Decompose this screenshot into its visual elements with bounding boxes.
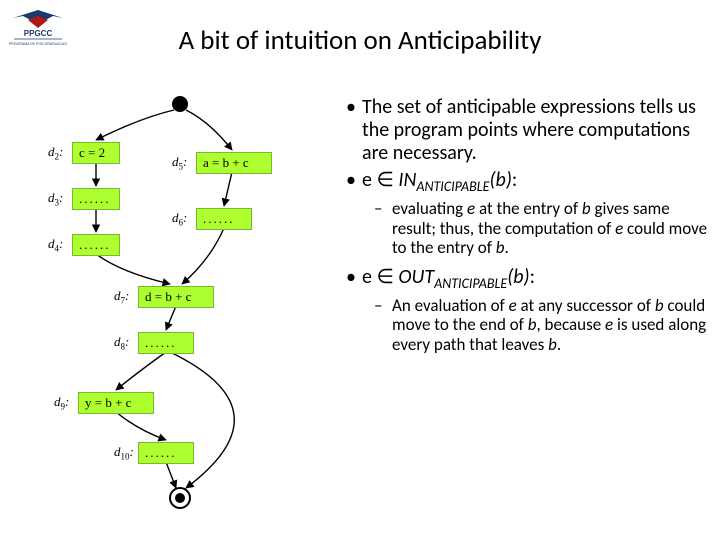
sub-bullet-item: –evaluating e at the entry of b gives sa… bbox=[374, 199, 710, 258]
node-d3: ...... bbox=[72, 188, 120, 210]
sub-bullet-text: evaluating e at the entry of b gives sam… bbox=[392, 199, 710, 258]
node-d7: d = b + c bbox=[138, 286, 214, 308]
bullet-text: e ∈ OUTANTICIPABLE(b): bbox=[362, 266, 710, 292]
bullet-item: •The set of anticipable expressions tell… bbox=[340, 96, 710, 165]
node-label-d3: d3: bbox=[48, 190, 63, 208]
bullet-dot-icon: • bbox=[340, 266, 362, 292]
bullet-text: The set of anticipable expressions tells… bbox=[362, 96, 710, 165]
sub-bullet-item: –An evaluation of e at any successor of … bbox=[374, 296, 710, 355]
node-label-d2: d2: bbox=[48, 144, 63, 162]
start-node bbox=[172, 96, 188, 112]
node-d2: c = 2 bbox=[72, 142, 120, 164]
node-d10: ...... bbox=[138, 442, 194, 464]
slide-title: A bit of intuition on Anticipability bbox=[0, 24, 720, 57]
node-d9: y = b + c bbox=[78, 392, 154, 414]
dash-icon: – bbox=[374, 296, 392, 355]
node-label-d7: d7: bbox=[114, 288, 129, 306]
node-d8: ...... bbox=[138, 332, 194, 354]
node-label-d9: d9: bbox=[54, 394, 69, 412]
bullet-item: •e ∈ INANTICIPABLE(b): bbox=[340, 169, 710, 195]
bullet-dot-icon: • bbox=[340, 96, 362, 165]
bullet-dot-icon: • bbox=[340, 169, 362, 195]
node-label-d5: d5: bbox=[172, 154, 187, 172]
node-label-d6: d6: bbox=[172, 210, 187, 228]
node-label-d4: d4: bbox=[48, 236, 63, 254]
node-label-d10: d10: bbox=[114, 444, 134, 462]
end-node bbox=[169, 487, 191, 509]
node-label-d8: d8: bbox=[114, 334, 129, 352]
flow-diagram: c = 2 d2: a = b + c d5:...... d3:...... d4:..… bbox=[10, 90, 320, 520]
bullet-list: •The set of anticipable expressions tell… bbox=[340, 96, 710, 362]
bullet-text: e ∈ INANTICIPABLE(b): bbox=[362, 169, 710, 195]
bullet-item: •e ∈ OUTANTICIPABLE(b): bbox=[340, 266, 710, 292]
node-d4: ...... bbox=[72, 234, 120, 256]
node-d5: a = b + c bbox=[196, 152, 272, 174]
dash-icon: – bbox=[374, 199, 392, 258]
sub-bullet-text: An evaluation of e at any successor of b… bbox=[392, 296, 710, 355]
node-d6: ...... bbox=[196, 208, 252, 230]
